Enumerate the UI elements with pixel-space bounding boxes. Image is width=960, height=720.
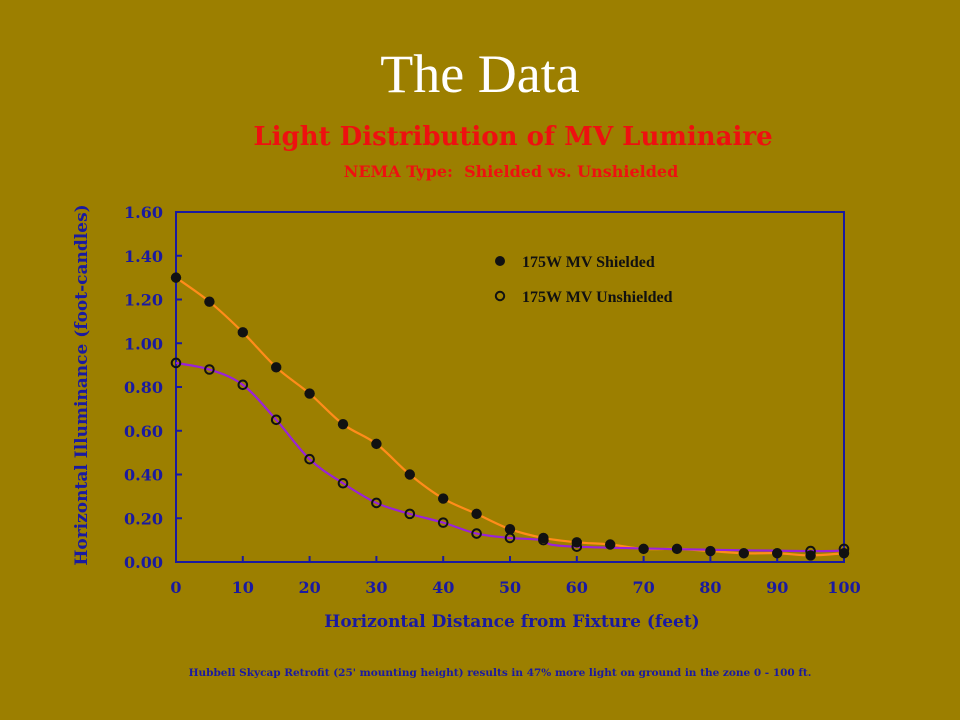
point-unshielded [170,357,182,369]
point-shielded [204,296,215,307]
legend: 175W MV Shielded 175W MV Unshielded [494,254,673,306]
point-unshielded [337,477,349,489]
y-tick-label: 1.00 [124,334,163,353]
point-unshielded [304,453,315,465]
point-shielded [271,362,282,373]
point-shielded [705,545,716,557]
x-tick-label: 100 [827,578,860,597]
x-tick-label: 90 [766,578,788,597]
point-shielded [337,418,349,430]
point-shielded [671,543,683,555]
x-tick-label: 10 [232,578,254,597]
footnote: Hubbell Skycap Retrofit (25' mounting he… [189,667,812,679]
fit-curve-series-0 [175,276,845,557]
y-tick-label: 1.60 [124,203,163,222]
y-axis-label: Horizontal Illuminance (foot-candles) [72,204,92,565]
point-shielded [471,508,482,520]
x-tick-label: 60 [566,578,588,597]
x-tick-label: 80 [699,578,721,597]
x-axis-ticks: 0 10 20 30 40 50 60 70 80 90 100 [170,556,861,597]
legend-marker-unshielded [494,290,506,302]
y-tick-label: 0.40 [124,466,163,485]
fit-curve-series-1 [175,361,845,553]
y-tick-label: 0.00 [124,553,163,572]
legend-label-shielded: 175W MV Shielded [522,254,655,271]
point-unshielded [404,508,416,520]
point-shielded [738,548,749,559]
point-shielded [772,548,783,559]
x-tick-label: 40 [432,578,454,597]
point-unshielded [437,517,449,528]
y-tick-label: 0.20 [124,509,163,528]
point-shielded [605,539,616,550]
y-tick-label: 0.60 [124,422,163,441]
point-unshielded [838,543,850,555]
data-points [170,272,850,561]
slide-title: The Data [380,44,580,104]
point-shielded [404,469,415,480]
chart-title: Light Distribution of MV Luminaire [253,122,772,152]
point-shielded [438,493,449,504]
x-tick-label: 30 [365,578,387,597]
x-axis-label: Horizontal Distance from Fixture (feet) [324,612,699,632]
point-shielded [170,272,182,283]
point-shielded [371,438,382,450]
point-unshielded [270,414,282,426]
y-axis-ticks: 0.00 0.20 0.40 0.60 0.80 1.00 1.20 1.40 1.60 [124,203,182,572]
point-unshielded [805,545,816,557]
x-tick-label: 70 [632,578,654,597]
plot-area-frame [175,211,845,563]
chart-subtitle: NEMA Type: Shielded vs. Unshielded [344,162,679,181]
point-unshielded [204,364,215,375]
point-shielded [304,388,315,399]
legend-label-unshielded: 175W MV Unshielded [522,289,673,306]
x-tick-label: 50 [499,578,521,597]
x-tick-label: 20 [298,578,320,597]
point-unshielded [237,379,249,391]
point-unshielded [538,534,549,546]
point-shielded [504,523,516,535]
y-tick-label: 0.80 [124,378,163,397]
point-unshielded [371,497,382,509]
point-unshielded [471,528,482,539]
fit-curves [175,276,845,557]
y-tick-label: 1.20 [124,291,163,310]
x-tick-label: 0 [170,578,181,597]
point-unshielded [504,532,516,544]
point-shielded [638,543,649,555]
y-tick-label: 1.40 [124,247,163,266]
point-unshielded [571,541,583,552]
point-shielded [237,327,248,338]
legend-marker-shielded [495,256,505,266]
point-shielded [538,532,549,544]
